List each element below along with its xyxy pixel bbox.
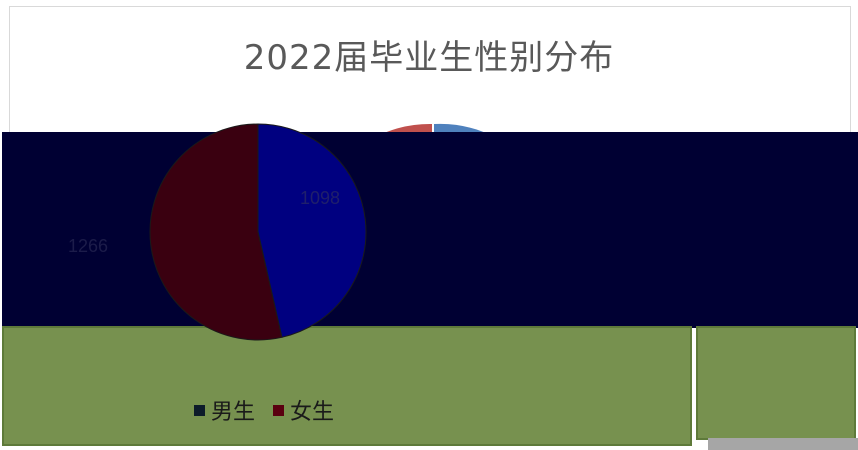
data-label-male: 1098 <box>300 188 340 208</box>
legend-swatch-male <box>194 404 205 416</box>
scroll-strip <box>708 438 858 450</box>
chart-title: 2022届毕业生性别分布 <box>243 38 615 78</box>
data-label-female: 1266 <box>68 236 108 256</box>
legend-item-female: 女生 <box>273 394 334 426</box>
legend-label-female: 女生 <box>290 400 335 425</box>
legend-item-male: 男生 <box>194 394 255 426</box>
pie-slice-male <box>257 123 367 338</box>
pie-slice-female <box>149 123 283 341</box>
legend-label-male: 男生 <box>211 400 256 425</box>
legend-panel <box>2 326 692 446</box>
overlay-block <box>2 132 858 328</box>
side-panel <box>696 326 856 440</box>
chart-frame <box>9 6 851 147</box>
legend-swatch-female <box>273 404 285 416</box>
chart-legend: 男生 女生 <box>194 394 344 426</box>
